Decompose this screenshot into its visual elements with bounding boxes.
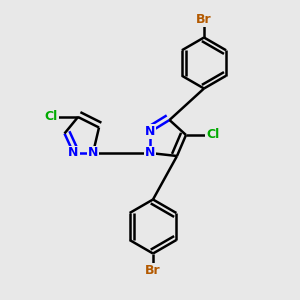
Text: N: N (145, 146, 155, 160)
Text: N: N (145, 125, 155, 139)
Text: Br: Br (196, 13, 212, 26)
Text: N: N (88, 146, 98, 160)
Text: N: N (68, 146, 79, 160)
Text: Br: Br (145, 264, 161, 278)
Text: Cl: Cl (44, 110, 58, 124)
Text: Cl: Cl (206, 128, 220, 142)
